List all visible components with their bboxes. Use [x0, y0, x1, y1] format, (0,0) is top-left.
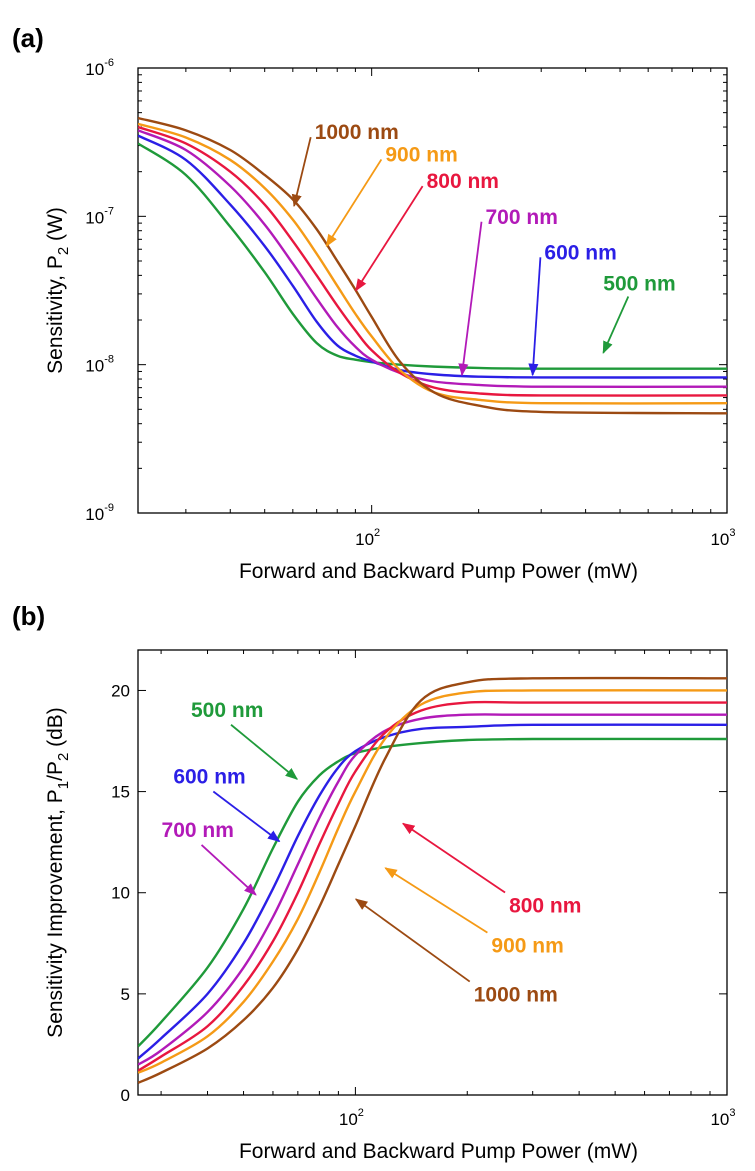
x-axis: 102 103: [160, 650, 736, 1129]
annotation-label-600nm: 600 nm: [544, 241, 616, 264]
plot-frame: [137, 649, 728, 1096]
annotation-arrow: [384, 867, 488, 934]
annotation-label-700nm: 700 nm: [486, 206, 558, 229]
annotation-label-1000nm: 1000 nm: [315, 121, 399, 144]
y-axis-title: Sensitivity, P2 (W): [44, 207, 72, 374]
annotation-arrow: [230, 724, 299, 780]
annotation-label-500nm: 500 nm: [191, 699, 263, 722]
annotation-arrow: [402, 822, 506, 894]
x-tick-label: 103: [710, 527, 735, 549]
series-line-800nm: [138, 700, 727, 1072]
y-tick-label: 0: [121, 1086, 130, 1105]
y-tick-label: 10-8: [85, 354, 114, 376]
y-tick-label: 10-9: [85, 502, 114, 524]
plot-frame: [137, 67, 728, 514]
annotation-label-800nm: 800 nm: [427, 170, 499, 193]
annotation-label-700nm: 700 nm: [162, 819, 234, 842]
y-tick-label: 10-7: [85, 205, 114, 227]
x-tick-label: 102: [355, 527, 380, 549]
annotation-arrow: [528, 257, 542, 377]
series-line-700nm: [138, 129, 727, 389]
series-line-500nm: [138, 737, 727, 1048]
panel-label: (a): [12, 23, 44, 53]
series-line-500nm: [138, 142, 727, 370]
series-group: [138, 116, 727, 415]
series-line-1000nm: [138, 676, 727, 1084]
annotation-label-900nm: 900 nm: [491, 935, 563, 958]
series-line-900nm: [138, 689, 727, 1074]
annotation-arrow: [602, 296, 630, 354]
panel-a: (a) 102 103 10-9 10-8 10-7 10-6 Forward and Bac…: [12, 23, 736, 583]
annotation-arrow: [354, 898, 471, 983]
series-line-900nm: [138, 122, 727, 405]
annotation-arrow: [212, 790, 281, 843]
series-line-600nm: [138, 723, 727, 1060]
x-tick-label: 103: [710, 1107, 735, 1129]
y-axis-title: Sensitivity Improvement, P1/P2 (dB): [44, 707, 72, 1038]
y-tick-label: 15: [111, 783, 130, 802]
x-axis-title: Forward and Backward Pump Power (mW): [239, 560, 638, 583]
y-tick-label: 10-6: [85, 57, 114, 79]
x-axis: 102 103: [185, 68, 736, 549]
panel-b: (b) 102 103 0 5 10 15 20 Forward and Backward Pu…: [12, 601, 736, 1163]
series-line-600nm: [138, 134, 727, 379]
y-axis: 0 5 10 15 20: [111, 681, 727, 1105]
y-tick-label: 20: [111, 681, 130, 700]
annotation-arrow: [291, 136, 312, 208]
x-tick-label: 102: [339, 1107, 364, 1129]
annotation-label-500nm: 500 nm: [603, 273, 675, 296]
series-line-1000nm: [138, 116, 727, 415]
annotation-label-800nm: 800 nm: [509, 895, 581, 918]
annotation-arrow: [355, 185, 424, 292]
y-tick-label: 10: [111, 884, 130, 903]
y-axis: 10-9 10-8 10-7 10-6: [85, 57, 727, 524]
annotation-arrow: [325, 158, 383, 248]
annotation-arrow: [200, 844, 257, 896]
annotation-label-600nm: 600 nm: [173, 766, 245, 789]
x-axis-title: Forward and Backward Pump Power (mW): [239, 1140, 638, 1163]
panel-label: (b): [12, 601, 45, 631]
annotations: 500 nm 600 nm 700 nm 800 nm 900 nm 1000 nm: [162, 699, 582, 1007]
y-tick-label: 5: [121, 985, 130, 1004]
series-group: [138, 676, 727, 1084]
annotation-label-900nm: 900 nm: [385, 143, 457, 166]
series-line-800nm: [138, 125, 727, 397]
annotation-arrow: [458, 221, 483, 377]
annotation-label-1000nm: 1000 nm: [474, 984, 558, 1007]
series-line-700nm: [138, 713, 727, 1066]
